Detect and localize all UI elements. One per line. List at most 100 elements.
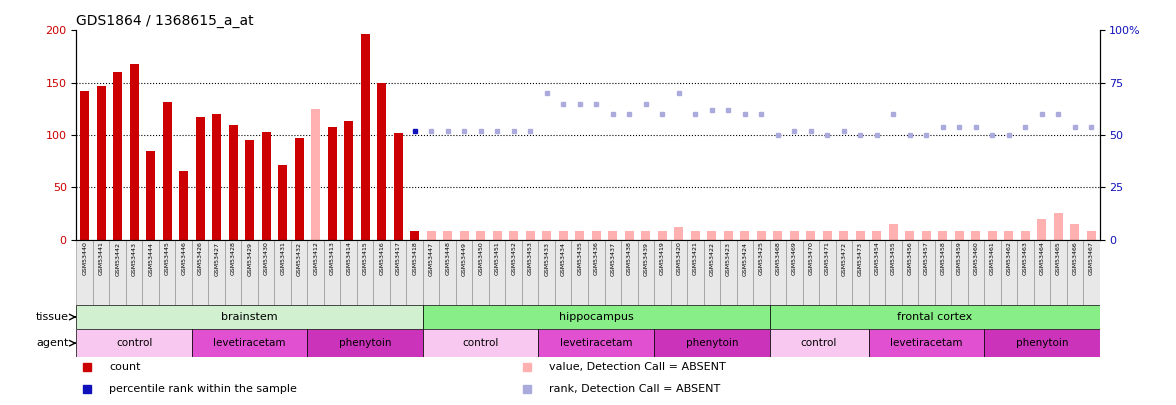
Text: GSM53468: GSM53468: [775, 242, 780, 275]
Text: GSM53421: GSM53421: [693, 242, 697, 275]
Text: GSM53432: GSM53432: [296, 242, 302, 276]
Text: GSM53465: GSM53465: [1056, 242, 1061, 275]
Bar: [126, 240, 142, 305]
Text: count: count: [109, 362, 141, 372]
Bar: [228, 125, 238, 240]
Text: GSM53420: GSM53420: [676, 242, 681, 275]
Text: percentile rank within the sample: percentile rank within the sample: [109, 384, 298, 394]
Text: GSM53427: GSM53427: [214, 242, 219, 276]
Bar: [129, 64, 139, 240]
Bar: [456, 240, 473, 305]
Text: GSM53451: GSM53451: [495, 242, 500, 275]
Bar: [723, 231, 733, 240]
Bar: [922, 231, 931, 240]
Bar: [674, 227, 683, 240]
Bar: [407, 240, 423, 305]
Text: GSM53462: GSM53462: [1007, 242, 1011, 275]
Bar: [539, 329, 654, 357]
Bar: [818, 240, 835, 305]
Bar: [906, 231, 914, 240]
Text: GSM53455: GSM53455: [890, 242, 896, 275]
Text: GSM53417: GSM53417: [396, 242, 401, 275]
Bar: [192, 329, 307, 357]
Bar: [522, 240, 539, 305]
Text: GSM53431: GSM53431: [280, 242, 286, 275]
Text: GSM53436: GSM53436: [594, 242, 599, 275]
Text: GSM53442: GSM53442: [115, 242, 120, 276]
Text: GSM53441: GSM53441: [99, 242, 103, 275]
Bar: [76, 329, 192, 357]
Bar: [657, 231, 667, 240]
Text: control: control: [462, 338, 499, 348]
Text: GSM53422: GSM53422: [709, 242, 714, 276]
Bar: [654, 240, 670, 305]
Text: control: control: [116, 338, 153, 348]
Bar: [802, 240, 818, 305]
Text: GSM53425: GSM53425: [759, 242, 763, 275]
Bar: [1004, 231, 1014, 240]
Bar: [889, 224, 897, 240]
Bar: [323, 240, 341, 305]
Bar: [509, 231, 519, 240]
Bar: [192, 240, 208, 305]
Bar: [76, 240, 93, 305]
Bar: [423, 240, 440, 305]
Bar: [345, 122, 353, 240]
Text: GSM53460: GSM53460: [974, 242, 978, 275]
Bar: [394, 133, 402, 240]
Text: GSM53469: GSM53469: [791, 242, 797, 275]
Bar: [1054, 213, 1063, 240]
Text: GSM53452: GSM53452: [512, 242, 516, 275]
Bar: [690, 231, 700, 240]
Text: GSM53447: GSM53447: [429, 242, 434, 276]
Bar: [687, 240, 703, 305]
Text: GSM53415: GSM53415: [362, 242, 368, 275]
Bar: [1017, 240, 1034, 305]
Bar: [756, 231, 766, 240]
Text: GSM53466: GSM53466: [1073, 242, 1077, 275]
Bar: [489, 240, 506, 305]
Bar: [1021, 231, 1030, 240]
Bar: [753, 240, 769, 305]
Text: GDS1864 / 1368615_a_at: GDS1864 / 1368615_a_at: [76, 14, 254, 28]
Bar: [1083, 240, 1100, 305]
Bar: [769, 240, 786, 305]
Bar: [604, 240, 621, 305]
Bar: [1001, 240, 1017, 305]
Text: phenytoin: phenytoin: [339, 338, 392, 348]
Text: GSM53418: GSM53418: [413, 242, 417, 275]
Bar: [307, 240, 323, 305]
Text: levetiracetam: levetiracetam: [890, 338, 962, 348]
Bar: [440, 240, 456, 305]
Text: GSM53473: GSM53473: [857, 242, 863, 276]
Bar: [592, 231, 601, 240]
Text: GSM53463: GSM53463: [1023, 242, 1028, 275]
Bar: [423, 305, 769, 329]
Text: GSM53434: GSM53434: [561, 242, 566, 276]
Text: GSM53470: GSM53470: [808, 242, 814, 275]
Bar: [208, 240, 225, 305]
Text: GSM53446: GSM53446: [181, 242, 186, 275]
Bar: [670, 240, 687, 305]
Bar: [575, 231, 584, 240]
Text: agent: agent: [36, 338, 68, 348]
Text: levetiracetam: levetiracetam: [214, 338, 286, 348]
Bar: [290, 240, 307, 305]
Bar: [637, 240, 654, 305]
Text: GSM53457: GSM53457: [924, 242, 929, 275]
Text: GSM53426: GSM53426: [198, 242, 202, 275]
Text: GSM53437: GSM53437: [610, 242, 615, 276]
Bar: [443, 231, 453, 240]
Text: control: control: [801, 338, 837, 348]
Bar: [856, 231, 864, 240]
Bar: [951, 240, 968, 305]
Bar: [971, 231, 981, 240]
Text: GSM53448: GSM53448: [446, 242, 450, 275]
Text: GSM53416: GSM53416: [379, 242, 385, 275]
Text: value, Detection Call = ABSENT: value, Detection Call = ABSENT: [549, 362, 726, 372]
Bar: [76, 305, 423, 329]
Text: GSM53461: GSM53461: [990, 242, 995, 275]
Bar: [835, 240, 853, 305]
Bar: [377, 83, 386, 240]
Text: GSM53459: GSM53459: [957, 242, 962, 275]
